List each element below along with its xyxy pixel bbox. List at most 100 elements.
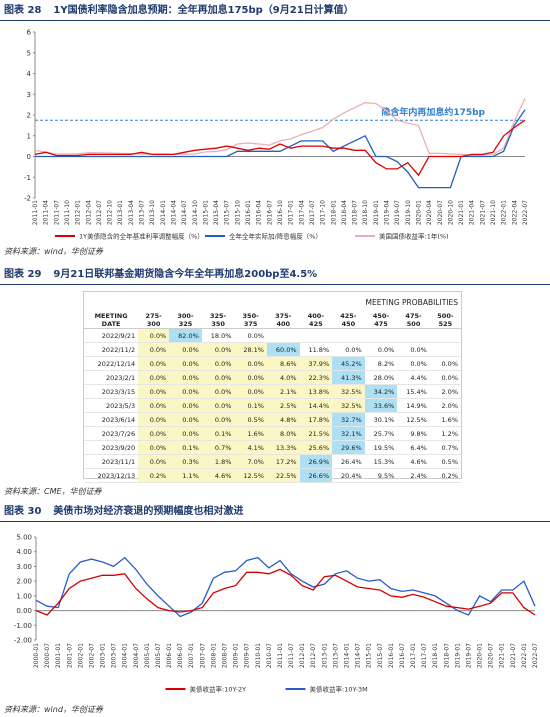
table-cell: 34.2% [364,384,398,399]
table-cell: 41.3% [332,370,365,385]
table-cell: 20.4% [332,468,365,483]
x-tick-label: 2015-04 [213,200,220,225]
figure-label: 图表 28 [4,5,42,16]
table-cell: 12.5% [234,468,267,483]
x-tick-label: 2017-10 [320,200,327,225]
y-tick-label: 5 [27,49,31,57]
table-cell: 2.0% [429,398,461,413]
table-cell: 4.6% [201,468,235,483]
y-tick-label: -1 [24,174,31,182]
x-tick-label: 2015-10 [234,200,241,225]
table-cell: 0.0% [234,328,267,343]
x-tick-label: 2011-07 [53,200,60,225]
x-tick-label: 2015-01 [366,643,373,668]
x-tick-label: 2011-07 [288,643,295,668]
x-tick-label: 2016-10 [277,200,284,225]
x-tick-label: 2021-01 [458,200,465,225]
table-cell: 0.0% [169,398,202,413]
x-tick-label: 2018-01 [432,643,439,668]
table-row: 2023/3/15 0.0% 0.0% 0.0% 0.0% 2.1% 13.8% 32.5% 3… [84,384,461,399]
table-cell: 0.0% [234,356,267,371]
table-cell [332,328,365,343]
x-tick-label: 2016-01 [388,643,395,668]
y-tick-label: -1.00 [14,622,32,630]
annotation: 隐含年内再加息约175bp [381,106,485,118]
x-tick-label: 2003-01 [100,643,107,668]
table-cell [397,328,430,343]
x-tick-label: 2021-07 [479,200,486,225]
table-cell: 15.4% [397,384,430,399]
table-cell: 2.1% [266,384,300,399]
x-tick-label: 2014-07 [181,200,188,225]
x-tick-label: 2018-10 [362,200,369,225]
legend-label: 美债收益率:10Y-2Y [190,685,247,694]
figure-title: 美债市场对经济衰退的预期幅度也相对激进 [53,506,244,517]
x-tick-label: 2019-04 [384,200,391,225]
table-row: 2022/9/21 0.0% 82.0% 18.0% 0.0% [84,328,461,343]
column-header: 450-475 [364,312,398,329]
table: MEETING PROBABILITIES MEETING DATE 275-300… [83,291,462,483]
table-cell: 0.0% [169,342,202,357]
x-tick-label: 2017-04 [298,200,305,225]
table-cell: 25.7% [364,426,398,441]
table-cell: 0.1% [201,426,235,441]
x-tick-label: 2009-01 [233,643,240,668]
x-tick-label: 2015-01 [202,200,209,225]
table-cell: 0.0% [169,370,202,385]
table-cell: 0.0% [397,356,430,371]
table-cell: 0.7% [201,440,235,455]
x-tick-label: 2008-07 [222,643,229,668]
table-cell: 1.6% [429,412,461,427]
table-cell: 0.2% [138,468,170,483]
table-cell: 33.6% [364,398,398,413]
series-line [34,98,526,156]
x-tick-label: 2011-01 [277,643,284,668]
column-header: 475-500 [397,312,430,329]
table-cell: 8.2% [364,356,398,371]
table-cell: 1.8% [201,454,235,469]
table-cell: 12.5% [397,412,430,427]
row-label: 2022/9/21 [84,328,139,343]
table-cell: 13.3% [266,440,300,455]
column-header: 375-400 [266,312,300,329]
table-cell: 4.8% [266,412,300,427]
row-label: 2023/12/13 [84,468,139,483]
table-cell: 15.3% [364,454,398,469]
table-cell [364,328,398,343]
table-row: MEETING PROBABILITIES [84,292,461,312]
table-cell: 0.0% [138,384,170,399]
x-tick-label: 2014-10 [192,200,199,225]
y-tick-label: 4 [27,70,32,78]
chart: -2 -1 0 1 2 3 4 5 6 2011-01 2011-04 2011-07 2011-10 2… [24,29,529,241]
x-tick-label: 2022-07 [522,200,529,225]
table-cell: 1.6% [234,426,267,441]
series-line [35,109,526,189]
table-cell: 0.0% [138,328,170,343]
x-tick-label: 2012-10 [107,200,114,225]
x-tick-label: 2019-07 [394,200,401,225]
x-tick-label: 2013-07 [139,200,146,225]
table-cell: 0.2% [429,468,461,483]
table-cell: 0.0% [397,342,430,357]
table-cell: 28.1% [234,342,267,357]
table-cell: 19.5% [364,440,398,455]
source-note: 资料来源：wind，华创证券 [4,705,103,714]
table-cell: 9.8% [397,426,430,441]
figure-label: 图表 30 [4,506,42,517]
x-tick-label: 2021-01 [499,643,506,668]
table-cell: 14.9% [397,398,430,413]
x-tick-label: 2006-01 [166,643,173,668]
table-cell: 4.0% [266,370,300,385]
table-row: 2023/5/3 0.0% 0.0% 0.0% 0.1% 2.5% 14.4% 32.5% 33… [84,398,461,413]
x-tick-label: 2013-04 [128,200,135,225]
column-header: 325-350 [201,312,235,329]
y-tick-label: 5.00 [16,534,32,542]
table-cell: 29.6% [332,440,365,455]
column-header: 300-325 [169,312,202,329]
x-tick-label: 2019-01 [373,200,380,225]
x-tick-label: 2017-01 [288,200,295,225]
x-tick-label: 2012-04 [85,200,92,225]
column-header: 400-425 [299,312,333,329]
table-cell: 22.3% [299,370,333,385]
